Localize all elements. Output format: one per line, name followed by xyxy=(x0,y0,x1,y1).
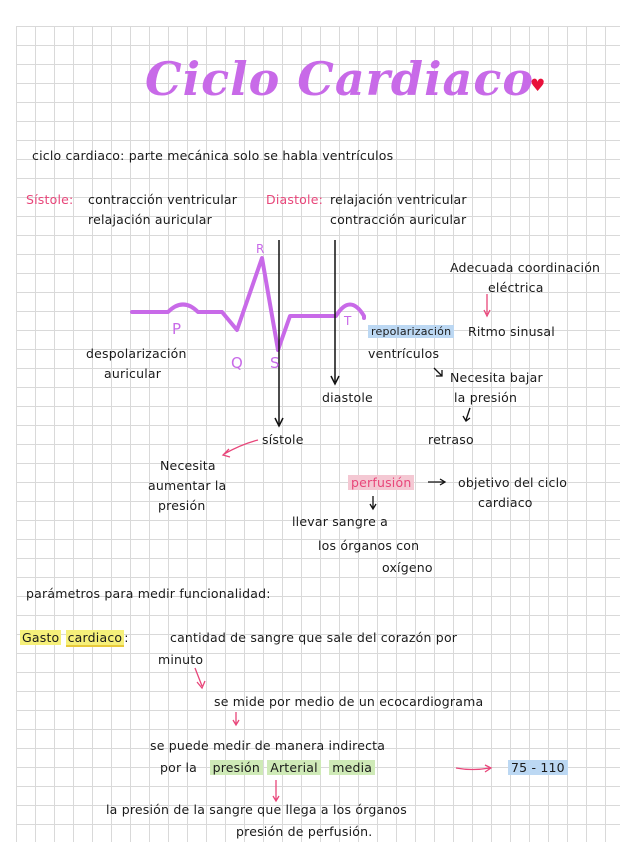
gasto-minuto: minuto xyxy=(158,652,204,667)
necesita-bajar: Necesita bajar xyxy=(450,370,543,385)
presion: presión xyxy=(158,498,206,513)
cardiaco: cardiaco xyxy=(478,495,533,510)
por-la: por la xyxy=(160,760,198,775)
diastole-line1: relajación ventricular xyxy=(330,192,467,207)
heart-icon: ♥ xyxy=(530,76,546,96)
ecg-trace xyxy=(130,256,366,352)
repolarizacion: repolarización xyxy=(368,325,455,338)
arrow-icon xyxy=(232,712,240,727)
page-title: Ciclo Cardiaco xyxy=(145,52,535,106)
despolarizacion: despolarización xyxy=(86,346,187,361)
wave-t: T xyxy=(344,314,352,328)
perfusion: perfusión xyxy=(348,475,415,490)
final-line2: presión de perfusión. xyxy=(236,824,373,839)
arrow-icon xyxy=(428,478,447,486)
llevar-sangre: llevar sangre a xyxy=(292,514,389,529)
wave-r: R xyxy=(256,242,265,256)
sistole-line2: relajación auricular xyxy=(88,212,212,227)
retraso: retraso xyxy=(428,432,474,447)
necesita: Necesita xyxy=(160,458,216,473)
sistole-label: Sístole: xyxy=(26,192,74,207)
sistole-line1: contracción ventricular xyxy=(88,192,238,207)
aumentar-la: aumentar la xyxy=(148,478,227,493)
arrow-icon xyxy=(194,667,206,690)
parametros: parámetros para medir funcionalidad: xyxy=(26,586,271,601)
diastole-label: Diastole: xyxy=(266,192,323,207)
arrow-icon xyxy=(221,439,259,458)
sistole-caption: sístole xyxy=(262,432,304,447)
arrow-icon xyxy=(433,367,443,377)
diastole-arrowhead xyxy=(330,375,340,386)
gasto-definition: cantidad de sangre que sale del corazón … xyxy=(170,630,458,645)
diastole-caption: diastole xyxy=(322,390,373,405)
ritmo-sinusal: Ritmo sinusal xyxy=(468,324,555,339)
ecocardiograma: se mide por medio de un ecocardiograma xyxy=(214,694,484,709)
wave-p: P xyxy=(172,320,182,338)
adecuada: Adecuada coordinación xyxy=(450,260,601,275)
objetivo: objetivo del ciclo xyxy=(458,475,568,490)
presion-media: media xyxy=(329,760,376,775)
final-line1: la presión de la sangre que llega a los … xyxy=(106,802,407,817)
cardiaco-term: cardiaco xyxy=(65,630,125,647)
la-presion: la presión xyxy=(454,390,518,405)
auricular: auricular xyxy=(104,366,162,381)
arrow-icon xyxy=(455,764,493,773)
arrow-icon xyxy=(462,407,471,422)
definition: ciclo cardiaco: parte mecánica solo se h… xyxy=(32,148,394,163)
wave-s: S xyxy=(270,354,280,372)
range: 75 - 110 xyxy=(508,760,568,775)
arrow-icon xyxy=(483,309,491,318)
grid-paper xyxy=(16,26,620,842)
gasto-term: Gasto xyxy=(20,630,62,645)
arrow-icon xyxy=(369,496,377,511)
oxigeno: oxígeno xyxy=(382,560,433,575)
presion-arterial-1: presión xyxy=(209,760,264,775)
ventriculos: ventrículos xyxy=(368,346,440,361)
presion-arterial-2: Arterial xyxy=(267,760,321,775)
indirecta: se puede medir de manera indirecta xyxy=(150,738,386,753)
wave-q: Q xyxy=(231,354,243,372)
los-organos: los órganos con xyxy=(318,538,420,553)
sistole-arrowhead xyxy=(274,417,284,428)
diastole-line2: contracción auricular xyxy=(330,212,467,227)
arrow-icon xyxy=(272,780,280,803)
electrica: eléctrica xyxy=(488,280,544,295)
